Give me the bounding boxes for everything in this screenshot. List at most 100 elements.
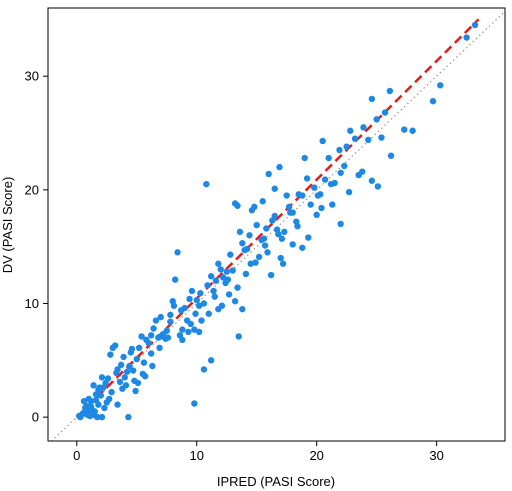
data-point: [195, 328, 203, 336]
data-point: [381, 109, 389, 116]
data-point: [210, 287, 217, 295]
data-point: [336, 146, 343, 154]
data-point: [275, 230, 282, 238]
data-point: [301, 154, 308, 162]
data-point: [204, 282, 211, 289]
data-point: [227, 251, 234, 258]
data-point: [325, 154, 332, 162]
data-point: [96, 384, 103, 391]
data-point: [157, 313, 164, 321]
data-point: [191, 400, 198, 407]
data-point: [215, 260, 222, 267]
data-points: [75, 21, 479, 421]
data-point: [147, 350, 155, 357]
data-point: [134, 379, 142, 387]
data-point: [90, 382, 97, 389]
data-point: [185, 328, 192, 336]
data-point: [264, 249, 271, 256]
data-point: [143, 336, 150, 344]
data-point: [239, 240, 246, 247]
data-point: [133, 355, 140, 363]
data-point: [167, 318, 174, 325]
data-point: [98, 374, 106, 381]
data-point: [217, 266, 224, 273]
data-point: [167, 311, 174, 319]
data-point: [150, 325, 157, 332]
data-point: [211, 293, 218, 300]
x-tick-label: 10: [190, 448, 204, 463]
data-point: [386, 87, 394, 95]
data-point: [140, 359, 148, 366]
data-point: [343, 143, 350, 150]
data-point: [278, 235, 286, 242]
data-point: [252, 259, 259, 266]
data-point: [141, 373, 149, 380]
data-point: [149, 362, 156, 370]
data-point: [261, 242, 269, 249]
data-point: [429, 97, 437, 105]
data-point: [192, 310, 199, 317]
data-point: [235, 333, 242, 340]
data-point: [109, 344, 116, 352]
data-point: [114, 401, 121, 408]
data-point: [122, 382, 130, 389]
data-point: [345, 188, 353, 196]
data-point: [277, 254, 284, 262]
data-point: [113, 369, 120, 377]
data-point: [253, 221, 260, 229]
x-tick-label: 0: [73, 448, 80, 463]
data-point: [283, 192, 290, 199]
data-point: [373, 116, 380, 123]
data-point: [313, 211, 320, 219]
data-point: [187, 320, 194, 328]
y-tick-label: 10: [25, 296, 39, 311]
data-point: [90, 411, 97, 419]
data-point: [229, 267, 236, 274]
data-point: [117, 361, 125, 369]
data-point: [307, 201, 314, 208]
data-point: [247, 260, 254, 267]
data-point: [75, 412, 83, 420]
data-point: [409, 127, 416, 134]
data-point: [368, 95, 376, 103]
data-point: [259, 198, 266, 205]
data-point: [401, 126, 408, 133]
data-point: [276, 163, 283, 171]
data-point: [101, 404, 108, 412]
x-tick-label: 30: [429, 448, 443, 463]
data-point: [195, 302, 203, 309]
data-point: [170, 302, 178, 309]
data-point: [231, 298, 239, 305]
data-point: [138, 333, 145, 340]
y-axis-title: DV (PASI Score): [0, 177, 15, 274]
data-point: [174, 249, 181, 256]
data-point: [463, 34, 470, 41]
data-point: [155, 334, 162, 341]
data-point: [231, 200, 239, 207]
data-point: [365, 136, 372, 144]
data-point: [97, 392, 104, 399]
data-point: [265, 170, 272, 178]
data-point: [368, 177, 376, 184]
data-point: [299, 244, 306, 251]
x-axis: 0 10 20 30: [73, 441, 444, 463]
data-point: [374, 183, 382, 190]
data-point: [329, 201, 336, 208]
data-point: [200, 300, 208, 307]
data-point: [351, 135, 359, 142]
data-point: [186, 295, 193, 303]
data-point: [207, 357, 215, 364]
data-point: [85, 395, 92, 403]
data-point: [207, 273, 215, 280]
data-point: [327, 180, 335, 188]
data-point: [80, 409, 88, 416]
data-point: [360, 124, 367, 131]
data-point: [120, 353, 127, 361]
data-point: [437, 82, 444, 89]
data-point: [263, 225, 270, 232]
data-point: [255, 253, 263, 261]
data-point: [225, 291, 233, 298]
data-point: [337, 220, 344, 228]
data-point: [271, 212, 278, 220]
data-point: [314, 192, 322, 199]
